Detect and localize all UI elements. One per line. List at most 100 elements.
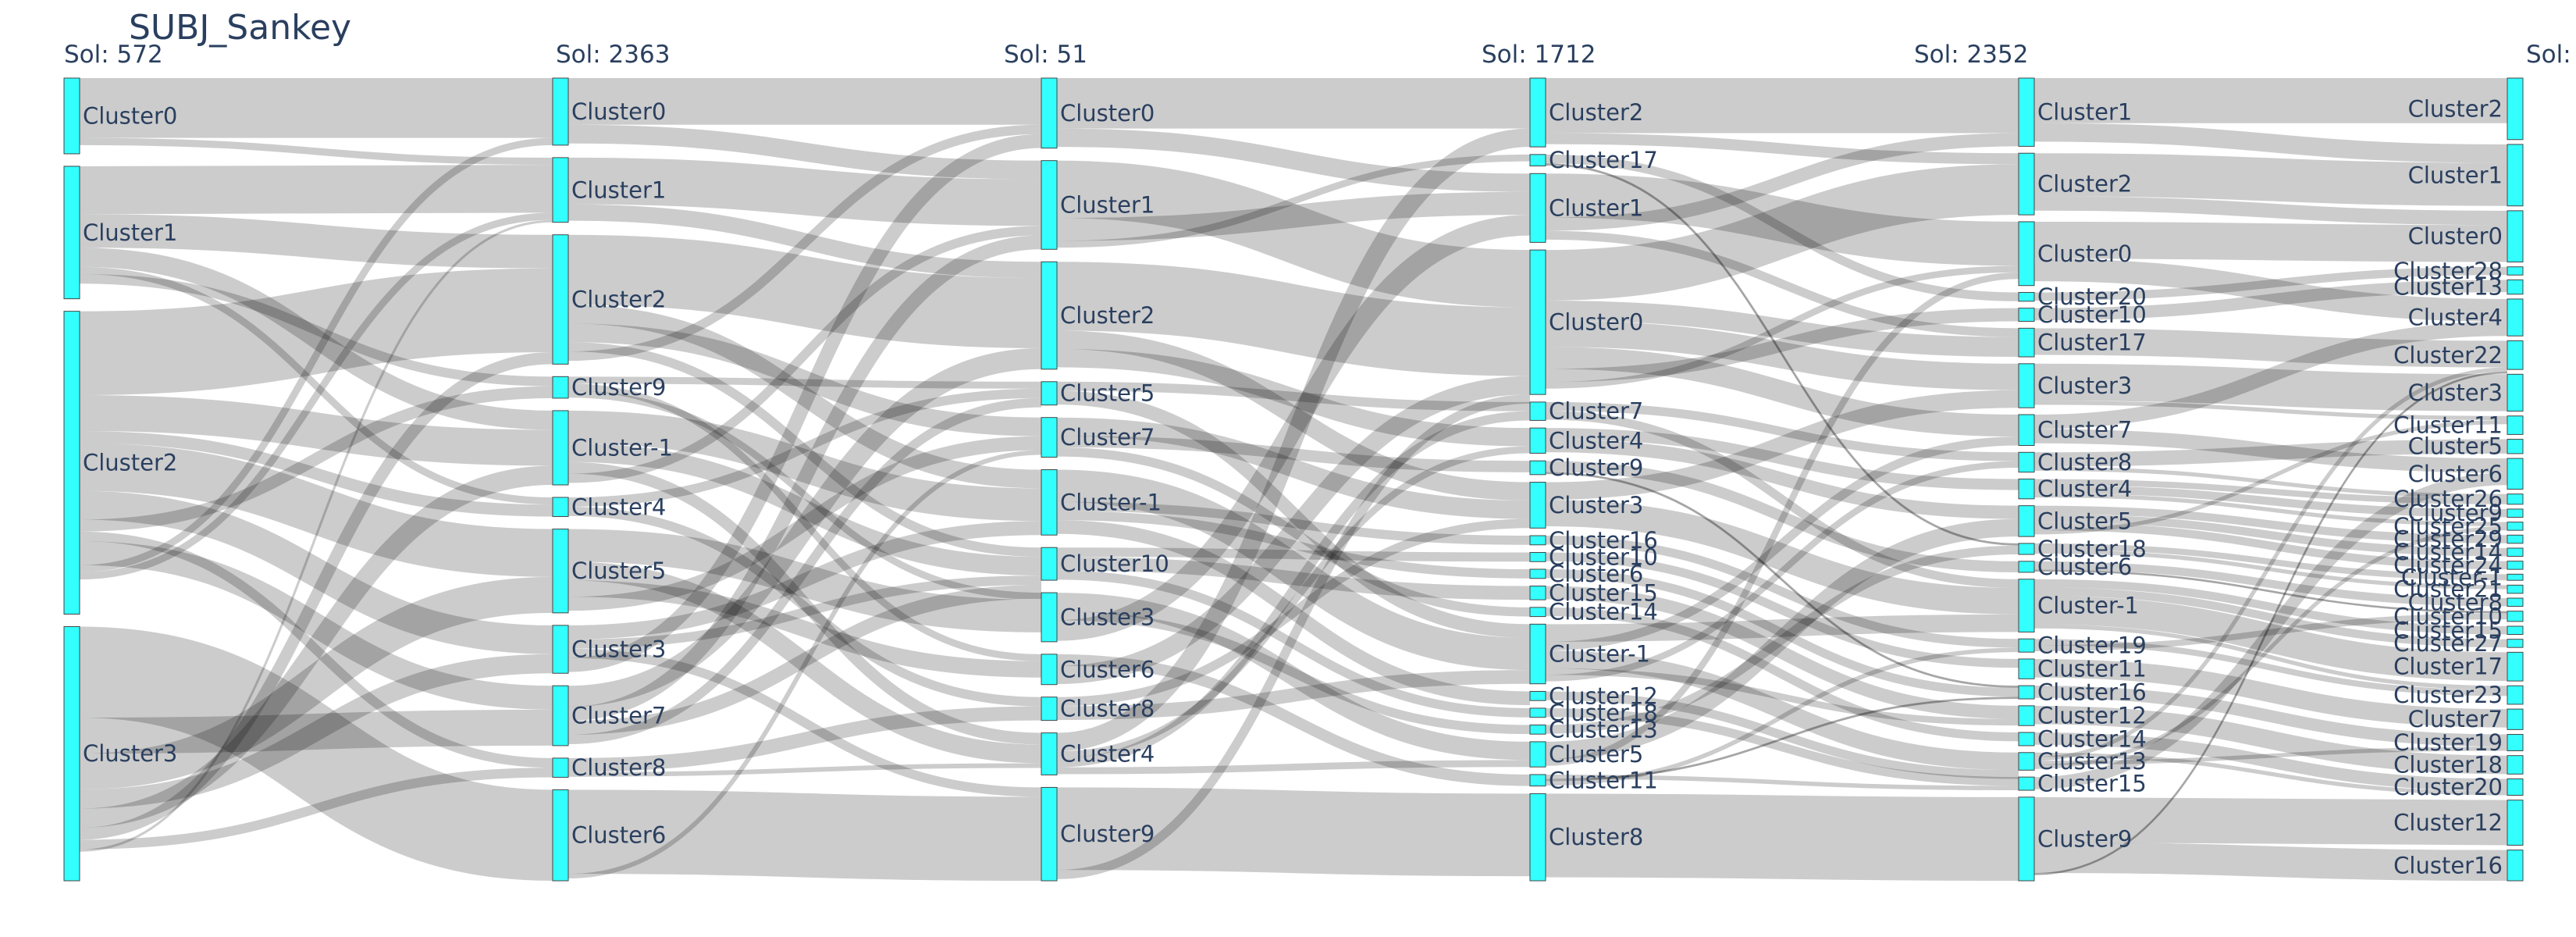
sankey-node[interactable]: [63, 625, 80, 882]
sankey-node[interactable]: [2018, 152, 2035, 216]
sankey-node[interactable]: [2018, 658, 2035, 679]
sankey-node[interactable]: [1529, 535, 1546, 546]
sankey-node[interactable]: [2507, 508, 2524, 518]
sankey-node[interactable]: [1529, 173, 1546, 243]
sankey-node[interactable]: [552, 376, 569, 399]
sankey-node[interactable]: [1041, 469, 1058, 536]
sankey-node[interactable]: [1529, 568, 1546, 579]
sankey-node[interactable]: [1529, 249, 1546, 395]
sankey-node[interactable]: [2507, 755, 2524, 775]
sankey-node[interactable]: [63, 77, 80, 155]
sankey-node[interactable]: [2018, 308, 2035, 322]
sankey-node[interactable]: [2507, 639, 2524, 648]
sankey-node[interactable]: [2507, 493, 2524, 505]
sankey-node[interactable]: [1529, 427, 1546, 454]
sankey-node[interactable]: [1529, 623, 1546, 685]
sankey-node[interactable]: [1529, 707, 1546, 718]
sankey-node[interactable]: [1529, 741, 1546, 768]
sankey-node[interactable]: [1529, 774, 1546, 787]
sankey-node[interactable]: [2507, 77, 2524, 141]
sankey-node[interactable]: [1041, 786, 1058, 882]
sankey-node[interactable]: [552, 789, 569, 882]
sankey-node[interactable]: [1041, 261, 1058, 370]
sankey-node[interactable]: [2507, 584, 2524, 594]
sankey-node[interactable]: [552, 625, 569, 674]
sankey-node[interactable]: [2018, 776, 2035, 791]
sankey-node[interactable]: [2018, 579, 2035, 632]
sankey-node[interactable]: [2018, 363, 2035, 408]
sankey-node[interactable]: [2507, 373, 2524, 412]
sankey-node[interactable]: [2507, 708, 2524, 730]
sankey-node[interactable]: [2507, 144, 2524, 207]
sankey-node[interactable]: [552, 757, 569, 778]
sankey-node[interactable]: [552, 410, 569, 486]
sankey-node[interactable]: [2507, 800, 2524, 846]
sankey-node[interactable]: [552, 529, 569, 614]
sankey-node[interactable]: [552, 497, 569, 518]
sankey-node[interactable]: [2507, 625, 2524, 636]
sankey-node[interactable]: [2507, 279, 2524, 295]
sankey-node[interactable]: [2018, 752, 2035, 771]
sankey-node[interactable]: [63, 166, 80, 300]
sankey-node[interactable]: [1041, 732, 1058, 775]
sankey-node[interactable]: [1041, 654, 1058, 686]
sankey-node[interactable]: [2018, 561, 2035, 573]
sankey-node[interactable]: [1529, 482, 1546, 529]
sankey-node[interactable]: [2018, 796, 2035, 882]
sankey-node[interactable]: [552, 685, 569, 746]
sankey-node[interactable]: [552, 234, 569, 365]
sankey-node[interactable]: [2018, 451, 2035, 473]
sankey-node[interactable]: [1041, 77, 1058, 149]
sankey-node[interactable]: [1041, 381, 1058, 406]
sankey-node[interactable]: [1529, 607, 1546, 618]
sankey-node[interactable]: [2507, 547, 2524, 557]
sankey-node[interactable]: [2018, 705, 2035, 726]
sankey-node[interactable]: [1529, 460, 1546, 476]
sankey-node[interactable]: [1529, 690, 1546, 701]
sankey-node[interactable]: [2507, 522, 2524, 531]
sankey-node[interactable]: [1529, 585, 1546, 600]
sankey-node[interactable]: [1041, 547, 1058, 581]
sankey-node[interactable]: [2507, 415, 2524, 435]
sankey-node[interactable]: [1041, 160, 1058, 250]
sankey-node[interactable]: [2507, 778, 2524, 796]
sankey-node[interactable]: [1041, 697, 1058, 721]
sankey-node[interactable]: [2507, 340, 2524, 370]
sankey-node[interactable]: [1529, 77, 1546, 148]
sankey-node[interactable]: [2507, 458, 2524, 490]
sankey-node[interactable]: [2018, 732, 2035, 746]
sankey-node[interactable]: [2507, 439, 2524, 454]
sankey-node[interactable]: [2018, 77, 2035, 147]
sankey-node[interactable]: [2507, 651, 2524, 682]
sankey-node[interactable]: [2507, 266, 2524, 276]
sankey-node[interactable]: [1529, 724, 1546, 735]
sankey-node[interactable]: [2507, 534, 2524, 544]
sankey-node[interactable]: [1529, 154, 1546, 167]
sankey-node[interactable]: [2507, 685, 2524, 705]
sankey-node[interactable]: [552, 157, 569, 223]
sankey-node[interactable]: [2507, 597, 2524, 607]
sankey-node[interactable]: [2018, 638, 2035, 653]
sankey-node[interactable]: [2018, 221, 2035, 287]
sankey-node[interactable]: [2018, 327, 2035, 358]
sankey-node[interactable]: [2018, 685, 2035, 700]
sankey-node[interactable]: [1041, 417, 1058, 458]
sankey-node[interactable]: [552, 77, 569, 146]
sankey-node[interactable]: [2018, 292, 2035, 302]
sankey-node[interactable]: [2507, 210, 2524, 263]
sankey-node[interactable]: [1041, 592, 1058, 643]
sankey-node[interactable]: [2507, 573, 2524, 581]
sankey-node[interactable]: [1529, 793, 1546, 882]
sankey-node[interactable]: [2507, 298, 2524, 337]
sankey-node[interactable]: [2018, 414, 2035, 446]
sankey-node[interactable]: [1529, 401, 1546, 421]
sankey-node[interactable]: [63, 311, 80, 615]
sankey-node[interactable]: [2018, 505, 2035, 537]
sankey-node[interactable]: [2507, 850, 2524, 882]
sankey-node[interactable]: [2018, 543, 2035, 555]
sankey-node[interactable]: [2507, 611, 2524, 622]
sankey-node[interactable]: [2507, 734, 2524, 752]
sankey-node[interactable]: [1529, 552, 1546, 562]
sankey-node[interactable]: [2018, 478, 2035, 500]
sankey-node[interactable]: [2507, 561, 2524, 570]
